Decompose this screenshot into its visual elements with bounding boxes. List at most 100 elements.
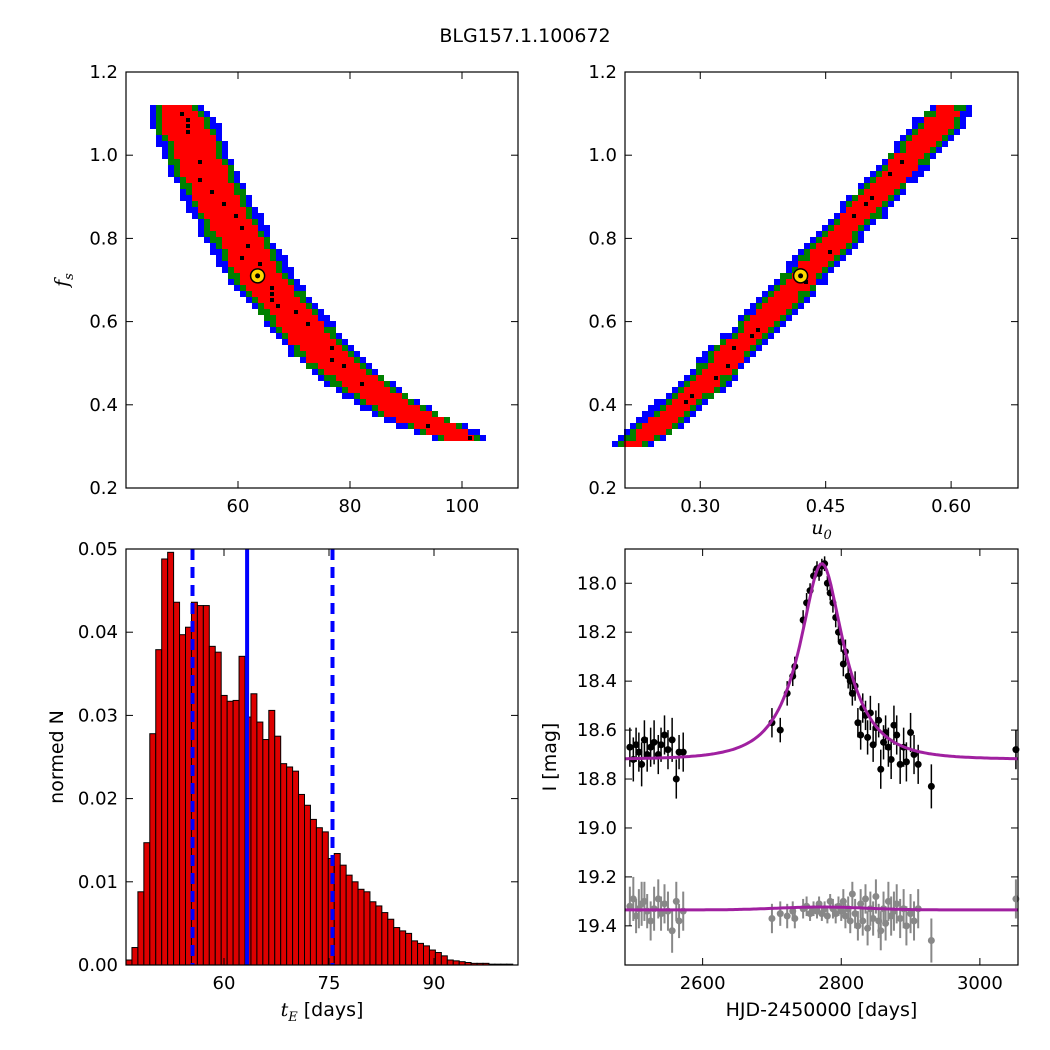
data-point	[638, 760, 646, 768]
sigma1-cell	[894, 153, 924, 159]
sigma1-cell	[756, 309, 786, 315]
histogram-bar	[321, 831, 329, 966]
sigma1-cell	[324, 369, 366, 375]
sigma1-cell	[366, 399, 408, 405]
sigma1-cell	[174, 147, 216, 153]
data-point	[647, 743, 655, 751]
residual-point	[862, 895, 870, 903]
y-tick-label-0-3: 0.8	[89, 228, 118, 249]
residual-point	[841, 912, 849, 920]
sigma1-cell	[396, 417, 444, 423]
sigma1-cell	[192, 183, 234, 189]
x-tick-label-0-2: 100	[445, 496, 479, 517]
residual-point	[846, 917, 854, 925]
histogram-bar	[220, 694, 228, 966]
residual-point	[884, 897, 892, 905]
mcmc-sample	[222, 202, 226, 206]
data-point	[650, 738, 658, 746]
mcmc-sample	[750, 334, 754, 338]
mcmc-sample	[684, 400, 688, 404]
mcmc-sample	[240, 256, 244, 260]
sigma1-cell	[906, 141, 936, 147]
plot-frame-3	[624, 548, 1019, 966]
residual-point	[654, 895, 662, 903]
sigma1-cell	[624, 441, 642, 447]
mcmc-sample	[294, 310, 298, 314]
sigma1-cell	[258, 297, 300, 303]
x-tick-label-1-1: 0.45	[806, 496, 846, 517]
histogram-bar	[155, 649, 163, 966]
sigma1-cell	[636, 429, 666, 435]
sigma1-cell	[228, 261, 276, 267]
data-point	[643, 751, 651, 759]
y-tick-label-0-4: 1.0	[89, 145, 118, 166]
sigma1-cell	[216, 231, 258, 237]
y-tick-label-3-3: 18.6	[577, 720, 617, 741]
sigma1-cell	[210, 219, 252, 225]
sigma1-cell	[840, 219, 864, 225]
y-tick-label-3-6: 19.2	[577, 867, 617, 888]
histogram-bar	[274, 735, 282, 966]
residual-point	[640, 897, 648, 905]
data-point	[632, 741, 640, 749]
sigma1-cell	[276, 321, 324, 327]
sigma1-cell	[186, 177, 228, 183]
histogram-bar	[369, 901, 377, 966]
histogram-bar	[339, 864, 347, 966]
histogram-bar	[304, 804, 311, 966]
y-tick-label-0-2: 0.6	[89, 312, 118, 333]
sigma1-cell	[636, 435, 654, 441]
residual-point	[848, 890, 856, 898]
mcmc-sample	[180, 112, 184, 116]
y-axis-label-normed-n: normed N	[46, 710, 68, 804]
histogram-bar	[417, 942, 424, 966]
sigma1-cell	[816, 243, 846, 249]
best-fit-center	[255, 273, 261, 279]
x-tick-label-3-2: 3000	[957, 973, 1003, 994]
sigma1-cell	[174, 141, 216, 147]
histogram-bar	[315, 827, 323, 966]
panel-u0-fs: 0.30 0.45 0.60 0.2 0.4 0.6 0.8 1.0 1.2 u0	[588, 62, 1019, 543]
sigma1-cell	[192, 195, 240, 201]
residual-model-curve	[625, 905, 1018, 912]
residual-point	[776, 910, 784, 918]
sigma1-cell	[288, 333, 330, 339]
data-point	[661, 731, 669, 739]
y-tick-label-3-2: 18.4	[577, 671, 617, 692]
residual-point	[851, 910, 859, 918]
histogram-bar	[179, 634, 187, 966]
sigma1-cell	[426, 429, 468, 435]
mcmc-sample	[726, 364, 730, 368]
data-point	[877, 765, 885, 773]
sigma1-cell	[240, 279, 288, 285]
y-tick-label-0-1: 0.4	[89, 395, 118, 416]
sigma1-cell	[708, 363, 738, 369]
histogram-bar	[405, 932, 413, 966]
sigma1-cell	[702, 369, 732, 375]
histogram-bar	[250, 693, 258, 966]
residual-point	[668, 927, 676, 935]
histogram-bar	[440, 955, 448, 966]
histogram-bar	[309, 818, 317, 966]
residual-point	[882, 919, 890, 927]
sigma1-cell	[198, 201, 240, 207]
data-point	[848, 689, 856, 697]
histogram-bar	[446, 959, 454, 966]
sigma1-cell	[684, 387, 714, 393]
x-tick-label-3-1: 2800	[818, 973, 864, 994]
histogram-bar	[173, 601, 181, 966]
mcmc-sample	[186, 118, 190, 122]
data-point	[668, 736, 676, 744]
sigma1-cell	[906, 147, 930, 153]
histogram-bar	[161, 558, 169, 966]
plot-frame-2	[125, 548, 519, 966]
data-point	[664, 746, 672, 754]
mcmc-sample	[828, 250, 832, 254]
residual-point	[768, 915, 776, 923]
histogram-bar	[434, 952, 442, 966]
sigma1-cell	[714, 351, 744, 357]
x-tick-label-2-1: 75	[318, 973, 341, 994]
data-point	[927, 782, 935, 790]
sigma1-cell	[798, 267, 822, 273]
histogram-bar	[143, 842, 151, 966]
